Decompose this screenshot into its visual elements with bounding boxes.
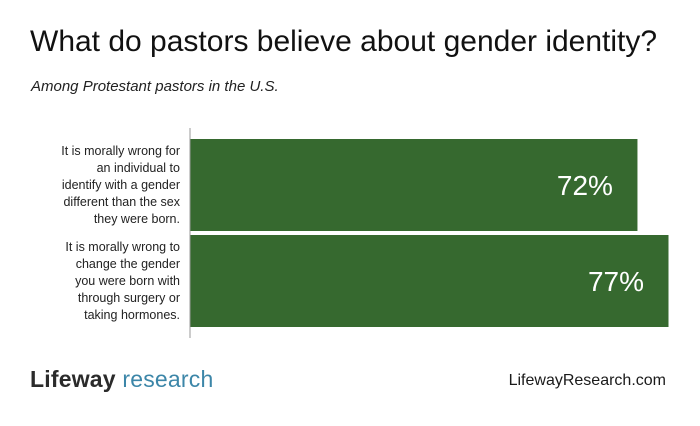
logo-lifeway: Lifeway <box>30 366 116 392</box>
category-label-line: It is morally wrong to <box>65 239 180 254</box>
category-label-1: It is morally wrong to change the gender y… <box>8 239 180 324</box>
bar-1 <box>190 235 669 327</box>
category-label-line: change the gender <box>75 256 180 271</box>
category-label-line: through surgery or <box>77 290 180 305</box>
category-label-0: It is morally wrong for an individual to i… <box>8 143 180 228</box>
bar-value-label-1: 77% <box>588 266 644 297</box>
category-label-line: It is morally wrong for <box>61 143 180 158</box>
category-label-line: you were born with <box>75 273 180 288</box>
bar-0 <box>190 139 638 231</box>
logo-research: research <box>122 366 214 392</box>
category-label-line: they were born. <box>93 211 180 226</box>
chart-subtitle: Among Protestant pastors in the U.S. <box>31 78 279 95</box>
bar-value-label-0: 72% <box>557 170 613 201</box>
category-label-line: taking hormones. <box>84 307 180 322</box>
category-label-line: an individual to <box>96 160 180 175</box>
category-label-line: identify with a gender <box>61 177 180 192</box>
footer-url: LifewayResearch.com <box>508 372 666 389</box>
category-label-line: different than the sex <box>63 194 180 209</box>
chart-title: What do pastors believe about gender ide… <box>30 25 658 58</box>
lifeway-research-logo: Lifeway research <box>30 366 213 393</box>
